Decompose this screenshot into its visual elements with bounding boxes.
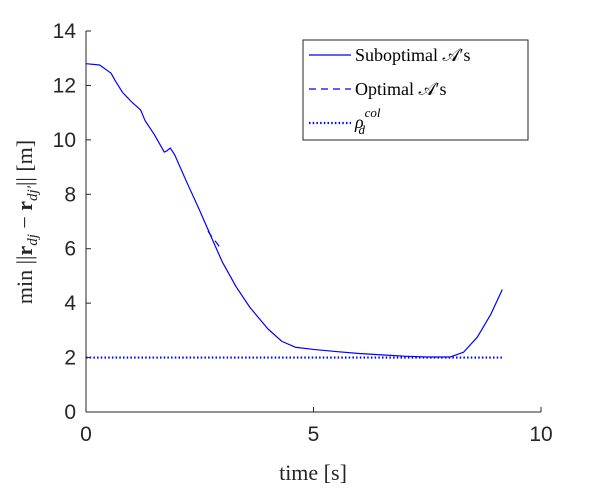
y-tick-label: 12: [53, 74, 76, 97]
axes: [85, 30, 542, 413]
legend-label-optimal: Optimal 𝒜′s: [355, 79, 446, 99]
y-tick-label: 6: [64, 238, 76, 261]
tick-labels: 0 5 10 0 2 4 6 8 10 12 14: [53, 20, 553, 446]
legend-label-suboptimal: Suboptimal 𝒜′s: [355, 45, 470, 65]
series-layer: [85, 63, 503, 359]
y-tick-label: 8: [64, 183, 76, 206]
y-tick-label: 10: [53, 129, 76, 152]
y-axis-label: min ||rdj − rdj′|| [m]: [12, 140, 41, 304]
x-tick-label: 10: [529, 423, 552, 446]
y-tick-label: 0: [64, 401, 76, 424]
x-tick-label: 5: [308, 423, 320, 446]
series-line-optimal: [207, 230, 223, 251]
y-tick-label: 2: [64, 347, 76, 370]
y-tick-label: 4: [64, 292, 76, 315]
x-tick-label: 0: [80, 423, 92, 446]
x-axis-label: time [s]: [279, 460, 347, 485]
legend: Suboptimal 𝒜′s Optimal 𝒜′s ρcol d: [302, 39, 529, 141]
legend-box: [302, 39, 529, 141]
svg-text:min ||rdj − rdj′|| [m]: min ||rdj − rdj′|| [m]: [12, 140, 41, 304]
y-tick-label: 14: [53, 20, 77, 43]
